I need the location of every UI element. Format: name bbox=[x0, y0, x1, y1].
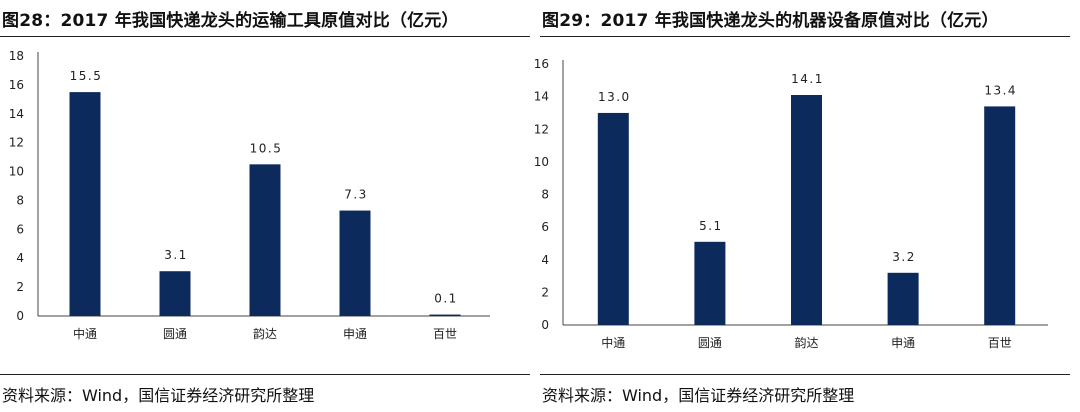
bar bbox=[339, 210, 371, 316]
data-label: 10.5 bbox=[250, 141, 283, 155]
bar bbox=[249, 164, 281, 316]
x-tick-label: 中通 bbox=[601, 335, 625, 350]
y-tick-label: 10 bbox=[9, 165, 24, 179]
title-rule bbox=[540, 36, 1070, 37]
bar bbox=[159, 271, 191, 316]
bar bbox=[694, 241, 726, 325]
x-tick-label: 百世 bbox=[433, 327, 457, 341]
x-tick-label: 申通 bbox=[343, 327, 367, 341]
x-tick-label: 百世 bbox=[988, 336, 1012, 350]
x-tick-label: 申通 bbox=[891, 336, 915, 350]
title-rule bbox=[0, 36, 530, 37]
y-tick-label: 16 bbox=[534, 57, 549, 71]
x-tick-label: 韵达 bbox=[794, 335, 818, 350]
x-tick-label: 韵达 bbox=[253, 326, 277, 341]
y-tick-label: 0 bbox=[541, 318, 549, 332]
source-note: 资料来源：Wind，国信证券经济研究所整理 bbox=[2, 386, 315, 405]
y-tick-label: 12 bbox=[534, 122, 549, 136]
bar bbox=[69, 92, 101, 316]
bar bbox=[791, 94, 822, 326]
source-note: 资料来源：Wind，国信证券经济研究所整理 bbox=[542, 386, 855, 405]
y-tick-label: 8 bbox=[16, 193, 24, 207]
y-tick-label: 6 bbox=[541, 220, 549, 234]
data-label: 5.1 bbox=[699, 219, 723, 233]
data-label: 0.1 bbox=[434, 292, 458, 306]
y-tick-label: 14 bbox=[9, 107, 24, 121]
data-label: 7.3 bbox=[344, 188, 368, 202]
bar-chart-transport: 0 2 4 6 8 10 12 14 16 18 15.5 中通 3.1 圆通 10.5 韵达 7.3 申通 0.1… bbox=[9, 49, 490, 341]
y-tick-label: 6 bbox=[16, 222, 24, 236]
y-tick-label: 10 bbox=[534, 155, 549, 169]
y-tick-label: 14 bbox=[534, 90, 549, 104]
data-label: 13.0 bbox=[598, 90, 631, 104]
chart-panel-right: 图29：2017 年我国快递龙头的机器设备原值对比（亿元） 0 2 4 6 8 10 12 1… bbox=[534, 0, 1070, 412]
data-label: 15.5 bbox=[70, 69, 103, 83]
bar bbox=[597, 112, 629, 325]
x-tick-label: 中通 bbox=[73, 326, 97, 341]
chart-panel-left: 图28：2017 年我国快递龙头的运输工具原值对比（亿元） 0 2 4 6 8 10 12 1… bbox=[0, 0, 530, 412]
data-label: 14.1 bbox=[791, 72, 824, 86]
x-tick-label: 圆通 bbox=[163, 327, 187, 341]
data-label: 3.2 bbox=[892, 250, 916, 264]
y-tick-label: 18 bbox=[9, 49, 24, 63]
y-tick-label: 2 bbox=[541, 285, 549, 299]
source-rule bbox=[540, 374, 1070, 375]
bar-chart-machinery: 0 2 4 6 8 10 12 14 16 13.0 中通 5.1 圆通 14.1 韵达 3.2 申通 13.4 百… bbox=[534, 57, 1048, 350]
chart-title: 图28：2017 年我国快递龙头的运输工具原值对比（亿元） bbox=[2, 11, 459, 31]
data-label: 3.1 bbox=[164, 248, 188, 262]
bar bbox=[984, 106, 1016, 325]
y-tick-label: 12 bbox=[9, 136, 24, 150]
bar bbox=[887, 272, 919, 325]
y-tick-label: 16 bbox=[9, 78, 24, 92]
bar bbox=[429, 314, 461, 316]
y-tick-label: 8 bbox=[541, 188, 549, 202]
data-label: 13.4 bbox=[984, 83, 1017, 97]
y-tick-label: 2 bbox=[16, 280, 24, 294]
source-rule bbox=[0, 374, 530, 375]
chart-title: 图29：2017 年我国快递龙头的机器设备原值对比（亿元） bbox=[542, 11, 999, 31]
y-tick-label: 4 bbox=[16, 251, 24, 265]
x-tick-label: 圆通 bbox=[698, 336, 722, 350]
y-tick-label: 0 bbox=[16, 309, 24, 323]
y-tick-label: 4 bbox=[541, 253, 549, 267]
